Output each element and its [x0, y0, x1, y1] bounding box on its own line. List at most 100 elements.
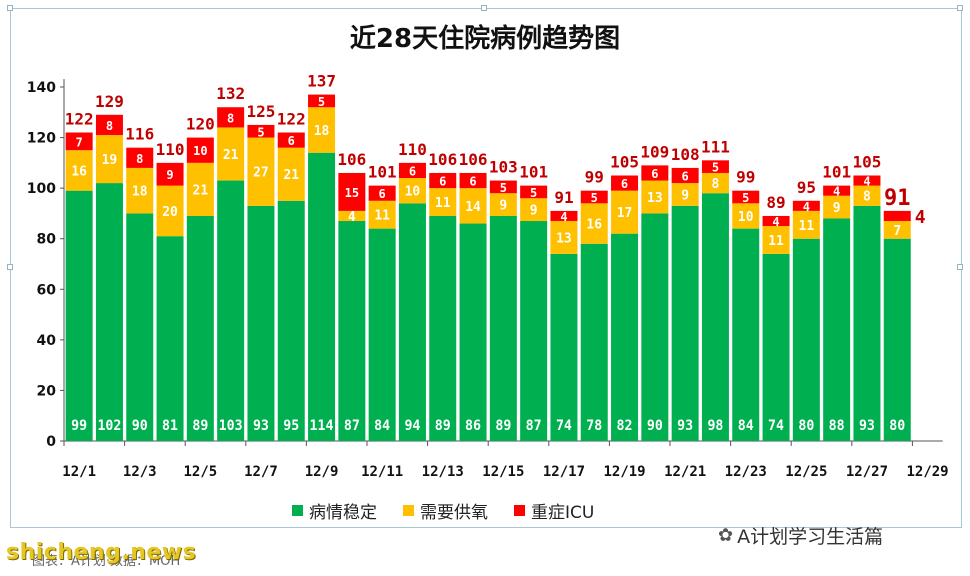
- data-label-stable: 103: [219, 418, 243, 434]
- data-label-icu: 5: [500, 181, 507, 195]
- y-tick-label: 20: [37, 383, 57, 399]
- data-label-icu: 15: [345, 186, 359, 200]
- x-tick-label: 12/7: [244, 464, 278, 480]
- bar-segment-stable: [217, 180, 245, 442]
- bar-segment-icu: [671, 167, 699, 184]
- bar-segment-icu: [126, 147, 154, 168]
- bar-segment-stable: [65, 190, 93, 441]
- x-tick-label: 12/25: [785, 464, 827, 480]
- bar-segment-icu: [520, 185, 548, 199]
- data-label-total: 110: [398, 140, 427, 159]
- y-tick-label: 40: [37, 333, 57, 349]
- bar-segment-icu: [338, 172, 366, 211]
- bar-segment-oxygen: [611, 190, 639, 234]
- resize-handle[interactable]: [957, 5, 963, 11]
- data-label-icu: 6: [682, 170, 689, 184]
- data-label-oxygen: 17: [617, 206, 633, 221]
- data-label-stable: 80: [889, 418, 905, 434]
- data-label-total: 111: [701, 137, 730, 156]
- data-label-icu: 7: [76, 135, 83, 149]
- x-tick-label: 12/3: [123, 464, 157, 480]
- bar-segment-oxygen: [156, 185, 184, 237]
- bar-segment-oxygen: [126, 167, 154, 214]
- bar-segment-oxygen: [823, 195, 851, 219]
- data-label-stable: 81: [162, 418, 178, 434]
- x-tick-label: 12/19: [603, 464, 645, 480]
- bar-segment-oxygen: [277, 147, 305, 201]
- resize-handle[interactable]: [957, 264, 963, 270]
- wechat-icon: ✿: [718, 525, 734, 546]
- legend-label: 重症ICU: [531, 503, 595, 523]
- data-label-stable: 99: [71, 418, 87, 434]
- bar-segment-oxygen: [489, 193, 517, 216]
- data-label-oxygen: 10: [738, 210, 754, 225]
- bar-segment-oxygen: [732, 203, 760, 229]
- data-label-stable: 93: [859, 418, 875, 434]
- bar-segment-stable: [823, 218, 851, 441]
- bar-segment-stable: [883, 238, 911, 441]
- data-label-stable: 74: [768, 418, 784, 434]
- bar-segment-stable: [277, 200, 305, 441]
- data-label-icu: 8: [106, 119, 113, 133]
- data-label-stable: 82: [617, 418, 633, 434]
- data-label-total: 99: [585, 168, 604, 187]
- data-label-stable: 90: [132, 418, 148, 434]
- bar-segment-oxygen: [186, 162, 214, 216]
- data-label-total: 91: [884, 186, 911, 211]
- bar-segment-stable: [126, 213, 154, 441]
- data-label-total: 101: [368, 163, 397, 182]
- data-label-total: 91: [554, 188, 573, 207]
- data-label-total: 122: [277, 110, 306, 129]
- bar-segment-oxygen: [792, 210, 820, 239]
- data-label-total: 132: [216, 84, 245, 103]
- data-label-oxygen: 11: [374, 209, 390, 224]
- resize-handle[interactable]: [481, 5, 487, 11]
- y-tick-label: 140: [27, 80, 56, 96]
- data-label-oxygen: 8: [712, 177, 720, 192]
- bar-segment-oxygen: [429, 188, 457, 216]
- account-watermark: ✿ A计划学习生活篇: [718, 522, 883, 549]
- bar-segment-oxygen: [641, 180, 669, 214]
- data-label-total: 106: [337, 150, 366, 169]
- legend-item-stable: 病情稳定: [292, 498, 377, 523]
- data-label-icu: 6: [288, 134, 295, 148]
- data-label-icu: 4: [833, 185, 840, 199]
- account-name: A计划学习生活篇: [737, 526, 884, 548]
- data-label-oxygen: 11: [799, 219, 815, 234]
- data-label-stable: 89: [435, 418, 451, 434]
- data-label-oxygen: 21: [283, 168, 299, 183]
- bar-segment-stable: [853, 205, 881, 441]
- bar-segment-icu: [247, 124, 275, 138]
- bar-segment-icu: [732, 190, 760, 204]
- site-watermark: shicheng.news: [6, 540, 197, 565]
- data-label-oxygen: 16: [586, 218, 602, 233]
- resize-handle[interactable]: [7, 264, 13, 270]
- bar-segment-icu: [489, 180, 517, 194]
- x-tick-label: 12/21: [664, 464, 706, 480]
- data-label-icu: 5: [591, 191, 598, 205]
- bar-segment-stable: [550, 253, 578, 441]
- data-label-icu: 4: [803, 200, 810, 214]
- bar-segment-stable: [186, 215, 214, 441]
- bar-segment-oxygen: [580, 203, 608, 244]
- data-label-oxygen: 4: [348, 210, 356, 225]
- x-tick-label: 12/17: [543, 464, 585, 480]
- data-label-icu: 8: [136, 152, 143, 166]
- data-label-oxygen: 11: [768, 234, 784, 249]
- bar-segment-oxygen: [671, 183, 699, 206]
- bar-segment-icu: [95, 114, 123, 136]
- y-tick-label: 60: [37, 282, 57, 298]
- data-label-total: 101: [822, 163, 851, 182]
- resize-handle[interactable]: [7, 5, 13, 11]
- data-label-icu: 5: [530, 186, 537, 200]
- bar-segment-oxygen: [398, 178, 426, 204]
- bar-segment-stable: [671, 205, 699, 441]
- bar-segment-oxygen: [247, 137, 275, 206]
- data-label-stable: 94: [404, 418, 420, 434]
- bar-segment-stable: [489, 215, 517, 441]
- bar-segment-oxygen: [338, 210, 366, 222]
- data-label-oxygen: 19: [102, 153, 118, 168]
- bar-segment-stable: [792, 238, 820, 441]
- x-tick-label: 12/11: [361, 464, 403, 480]
